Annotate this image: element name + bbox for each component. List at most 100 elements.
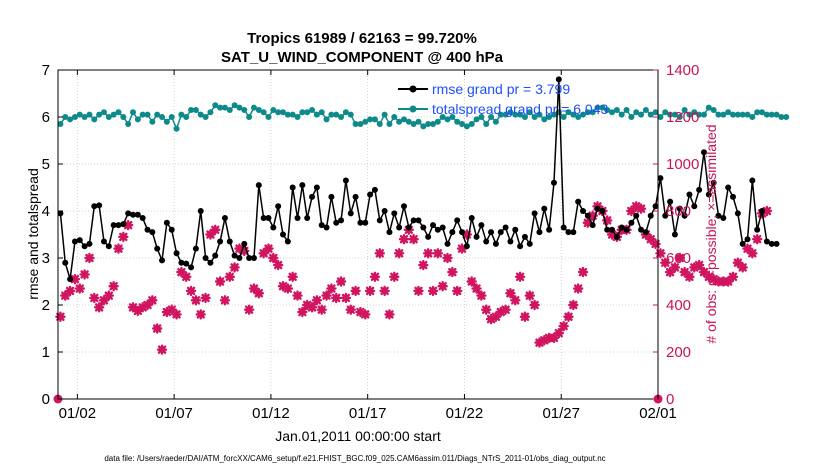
obs-assimilated-marker xyxy=(176,266,187,278)
spread-marker xyxy=(430,121,436,128)
spread-marker xyxy=(105,114,112,120)
rmse-marker xyxy=(580,208,586,214)
rmse-marker xyxy=(570,229,577,236)
obs-assimilated-marker xyxy=(234,243,245,254)
rmse-marker xyxy=(691,203,698,210)
rmse-marker xyxy=(255,182,262,189)
obs-assimilated-marker xyxy=(181,271,192,282)
spread-marker xyxy=(221,104,228,111)
spread-marker xyxy=(231,102,238,109)
obs-assimilated-marker xyxy=(113,243,124,254)
spread-marker xyxy=(667,111,674,118)
x-tick-label: 02/01 xyxy=(639,405,677,422)
spread-marker xyxy=(541,116,548,123)
y2-tick-label: 0 xyxy=(666,391,674,408)
obs-assimilated-marker xyxy=(476,290,487,301)
obs-assimilated-marker xyxy=(481,304,492,315)
spread-marker xyxy=(217,104,224,111)
spread-marker xyxy=(265,114,272,120)
spread-marker xyxy=(415,118,422,125)
spread-marker xyxy=(773,111,780,118)
spread-marker xyxy=(192,106,199,113)
rmse-marker xyxy=(275,203,282,210)
obs-assimilated-marker xyxy=(93,302,105,313)
obs-assimilated-marker xyxy=(408,234,419,245)
obs-assimilated-marker xyxy=(708,273,719,285)
y2-axis-label: # of obs: o=possible; ×=assimilated xyxy=(703,124,719,343)
obs-assimilated-marker xyxy=(393,248,405,259)
rmse-marker xyxy=(415,217,422,224)
rmse-marker xyxy=(623,226,630,233)
rmse-marker xyxy=(454,217,461,224)
spread-marker xyxy=(468,121,475,128)
spread-marker xyxy=(488,114,495,120)
obs-assimilated-marker xyxy=(224,271,235,282)
rmse-marker xyxy=(560,224,567,231)
rmse-marker xyxy=(207,259,214,266)
spread-marker xyxy=(71,114,78,120)
rmse-marker xyxy=(555,76,562,83)
data-file-footer: data file: /Users/raeder/DAI/ATM_forcXX/… xyxy=(104,454,605,463)
obs-assimilated-marker xyxy=(127,302,139,313)
spread-marker xyxy=(734,111,741,118)
obs-assimilated-marker xyxy=(214,276,226,287)
rmse-marker xyxy=(633,212,640,219)
spread-marker xyxy=(352,121,359,128)
obs-assimilated-marker xyxy=(301,299,313,311)
rmse-marker xyxy=(371,186,378,193)
y2-tick-label: 1200 xyxy=(666,109,699,126)
rmse-marker xyxy=(497,229,504,236)
spread-marker xyxy=(304,109,311,116)
spread-marker xyxy=(168,114,175,120)
rmse-marker xyxy=(405,224,412,231)
spread-marker xyxy=(371,116,378,123)
obs-assimilated-marker xyxy=(698,266,710,278)
rmse-marker xyxy=(110,222,117,229)
obs-assimilated-marker xyxy=(297,306,308,318)
rmse-marker xyxy=(76,237,83,244)
x-tick-label: 01/17 xyxy=(349,405,387,422)
obs-assimilated-marker xyxy=(350,285,361,297)
spread-marker xyxy=(323,116,330,123)
obs-assimilated-marker xyxy=(258,248,269,259)
rmse-marker xyxy=(589,222,596,229)
obs-assimilated-marker xyxy=(161,306,173,318)
rmse-marker xyxy=(759,208,766,214)
obs-assimilated-marker xyxy=(519,311,531,322)
obs-assimilated-marker xyxy=(147,295,158,306)
rmse-marker xyxy=(81,243,88,250)
obs-assimilated-marker xyxy=(626,205,637,217)
spread-marker xyxy=(686,111,693,118)
spread-marker xyxy=(560,114,567,120)
obs-assimilated-marker xyxy=(737,262,748,273)
obs-assimilated-marker xyxy=(461,229,473,240)
rmse-marker xyxy=(265,215,272,222)
obs-assimilated-marker xyxy=(268,252,279,264)
rmse-marker xyxy=(546,226,553,233)
rmse-marker xyxy=(313,184,320,191)
spread-marker xyxy=(236,104,243,111)
spread-marker xyxy=(768,111,775,118)
obs-assimilated-marker xyxy=(84,252,95,264)
rmse-marker xyxy=(507,238,514,245)
obs-assimilated-marker xyxy=(510,295,521,306)
rmse-marker xyxy=(284,238,291,245)
rmse-marker xyxy=(212,252,219,259)
obs-assimilated-marker xyxy=(437,281,448,292)
obs-assimilated-marker xyxy=(185,285,197,297)
rmse-marker xyxy=(657,175,664,182)
rmse-marker xyxy=(217,238,224,245)
spread-marker xyxy=(410,121,417,128)
spread-marker xyxy=(197,111,204,118)
rmse-marker xyxy=(628,219,635,226)
rmse-marker xyxy=(57,210,64,217)
spread-marker xyxy=(81,114,88,120)
rmse-marker xyxy=(289,184,296,191)
spread-marker xyxy=(580,111,586,118)
rmse-marker xyxy=(439,224,446,231)
rmse-marker xyxy=(381,208,388,214)
obs-assimilated-marker xyxy=(606,229,618,240)
spread-marker xyxy=(463,123,470,130)
rmse-marker xyxy=(444,240,451,247)
obs-assimilated-marker xyxy=(200,292,211,304)
